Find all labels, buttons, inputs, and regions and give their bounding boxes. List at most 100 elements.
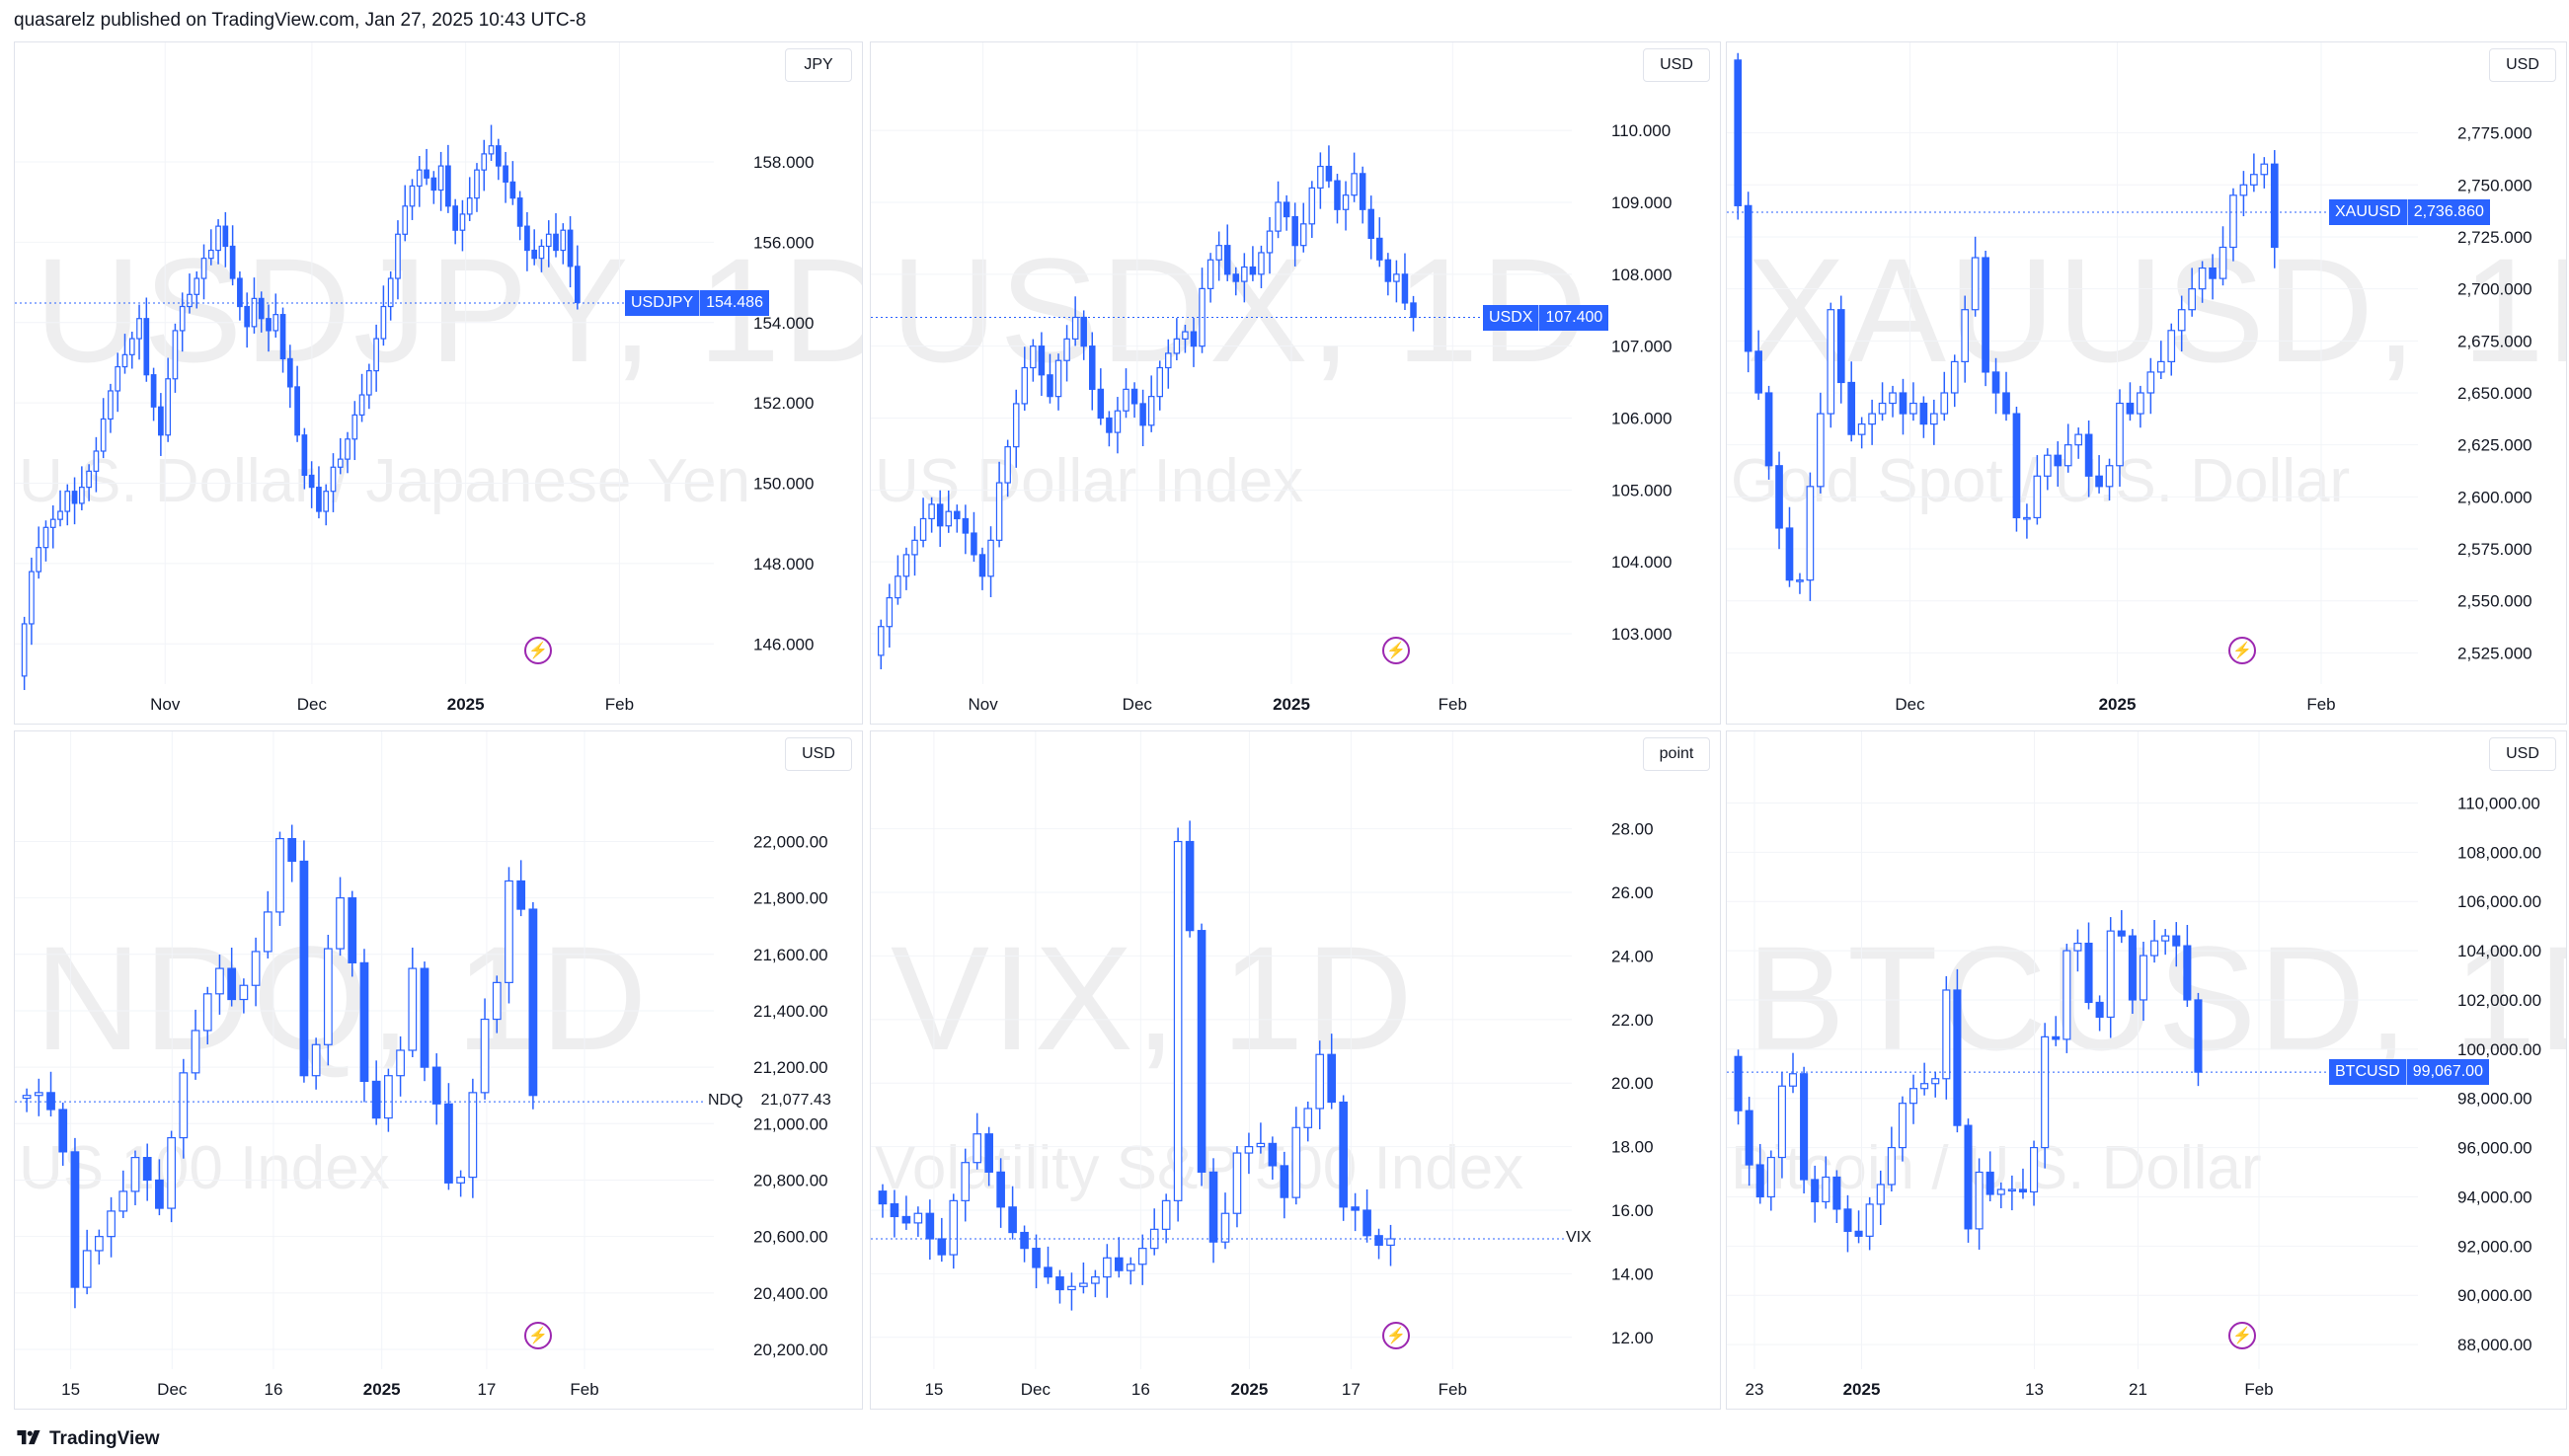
flash-icon[interactable]: ⚡ xyxy=(524,1322,552,1349)
y-tick-label: 2,550.000 xyxy=(2457,592,2532,611)
currency-unit-button[interactable]: USD xyxy=(785,737,852,771)
y-tick-label: 2,650.000 xyxy=(2457,384,2532,403)
candle xyxy=(2229,194,2237,249)
candlestick-chart[interactable]: 12.00 14.00 16.00 18.00 20.00 22.00 24.00 26.00… xyxy=(871,731,1720,1409)
candle xyxy=(492,981,502,1021)
currency-unit-button[interactable]: USD xyxy=(1643,48,1710,82)
candle xyxy=(1232,1152,1242,1214)
chart-panel-ndq[interactable]: NDQ, 1D US 100 Index 20,200.00 20,400.00 20,… xyxy=(14,730,863,1410)
candle xyxy=(1315,1053,1325,1110)
candle xyxy=(1876,1184,1885,1205)
candle xyxy=(275,837,284,913)
flash-icon[interactable]: ⚡ xyxy=(2228,1322,2256,1349)
candle xyxy=(567,229,574,268)
candle xyxy=(1796,579,1804,582)
candle xyxy=(158,406,164,436)
candle xyxy=(1173,338,1181,354)
candle xyxy=(1832,1176,1841,1210)
candle xyxy=(1868,413,1876,425)
candle xyxy=(505,880,513,983)
candlestick-chart[interactable]: 103.000 104.000 105.000 106.000 107.000 108.0… xyxy=(871,42,1720,724)
price-tag-value: 99,067.00 xyxy=(2406,1059,2489,1086)
candle xyxy=(1351,173,1358,196)
candle xyxy=(1149,1228,1159,1250)
candle xyxy=(1091,1276,1100,1284)
candlestick-chart[interactable]: 146.000 148.000 150.000 152.000 154.000 156.0… xyxy=(15,42,862,724)
candle xyxy=(1878,402,1887,415)
candle xyxy=(452,205,459,231)
candle xyxy=(1342,194,1350,210)
candle xyxy=(396,1049,405,1077)
candle xyxy=(1410,302,1417,319)
candle xyxy=(2063,950,2071,1040)
y-tick-label: 154.000 xyxy=(753,314,814,333)
candle xyxy=(937,1238,947,1256)
flash-icon[interactable]: ⚡ xyxy=(2228,637,2256,664)
tradingview-brand[interactable]: TradingView xyxy=(14,1428,160,1450)
chart-panel-xauusd[interactable]: XAUUSD, 1D Gold Spot / U.S. Dollar 2,525.0… xyxy=(1726,41,2567,725)
currency-unit-button[interactable]: JPY xyxy=(785,48,852,82)
currency-unit-button[interactable]: USD xyxy=(2489,48,2556,82)
x-tick-label: Nov xyxy=(150,695,181,714)
x-tick-label: Dec xyxy=(157,1380,188,1399)
chart-panel-usdx[interactable]: USDX, 1D US Dollar Index 103.000 104.000 105… xyxy=(870,41,1721,725)
currency-unit-button[interactable]: USD xyxy=(2489,737,2556,771)
candle xyxy=(1020,1231,1029,1250)
candle xyxy=(1734,59,1743,206)
currency-unit-button[interactable]: point xyxy=(1643,737,1710,771)
candle xyxy=(215,225,221,252)
y-tick-label: 150.000 xyxy=(753,475,814,494)
candle xyxy=(70,1151,80,1288)
candle xyxy=(538,245,545,260)
candle xyxy=(528,908,538,1097)
candle xyxy=(1038,345,1046,376)
chart-panel-usdjpy[interactable]: USDJPY, 1D U.S. Dollar / Japanese Yen 146.… xyxy=(14,41,863,725)
chart-panel-vix[interactable]: VIX, 1DVolatility S&P 500 Index12.0014.0… xyxy=(870,730,1721,1410)
x-tick-label: 15 xyxy=(61,1380,80,1399)
candle xyxy=(420,967,429,1068)
candle xyxy=(1857,423,1866,435)
candle xyxy=(1359,173,1366,210)
candle xyxy=(2105,465,2114,488)
watermark-description: US Dollar Index xyxy=(875,447,1304,515)
candle xyxy=(179,305,186,332)
flash-icon[interactable]: ⚡ xyxy=(1382,637,1410,664)
candle xyxy=(1745,1110,1753,1166)
candlestick-chart[interactable]: 88,000.00 90,000.00 92,000.00 94,000.00 96,0… xyxy=(1727,731,2566,1409)
candle xyxy=(1351,1206,1360,1211)
candle xyxy=(330,466,337,493)
y-tick-label: 106,000.00 xyxy=(2457,892,2541,911)
candle xyxy=(954,510,961,520)
candle xyxy=(107,1210,116,1238)
candle xyxy=(359,961,369,1083)
chart-panel-btcusd[interactable]: BTCUSD, 1D Bitcoin / U.S. Dollar 88,000.00… xyxy=(1726,730,2567,1410)
candle xyxy=(1766,1156,1775,1198)
candle xyxy=(1308,187,1316,225)
candle xyxy=(1165,352,1172,369)
candle xyxy=(459,213,466,231)
x-tick-label: Feb xyxy=(570,1380,598,1399)
candle xyxy=(1215,245,1222,261)
candle xyxy=(961,1162,971,1201)
candle xyxy=(1919,402,1928,425)
side-label-value: 21,077.43 xyxy=(760,1092,831,1110)
candle xyxy=(371,1080,381,1119)
candle xyxy=(1268,1142,1278,1167)
candle xyxy=(82,1250,92,1288)
flash-icon[interactable]: ⚡ xyxy=(1382,1322,1410,1349)
flash-icon[interactable]: ⚡ xyxy=(524,637,552,664)
candlestick-chart[interactable]: 2,525.000 2,550.000 2,575.000 2,600.000 2,62… xyxy=(1727,42,2566,724)
candle xyxy=(1223,245,1231,275)
candle xyxy=(1241,266,1248,282)
candle xyxy=(395,233,401,279)
candle xyxy=(1327,1053,1336,1104)
candle xyxy=(57,510,63,520)
candle xyxy=(437,165,444,192)
candlestick-chart[interactable]: 20,200.00 20,400.00 20,600.00 20,800.00 21,0… xyxy=(15,731,862,1409)
watermark-description: U.S. Dollar / Japanese Yen xyxy=(19,447,751,515)
candle xyxy=(78,487,85,504)
y-tick-label: 107.000 xyxy=(1611,338,1672,356)
candle xyxy=(1190,331,1198,347)
candle xyxy=(1291,215,1298,247)
candle xyxy=(64,491,71,512)
